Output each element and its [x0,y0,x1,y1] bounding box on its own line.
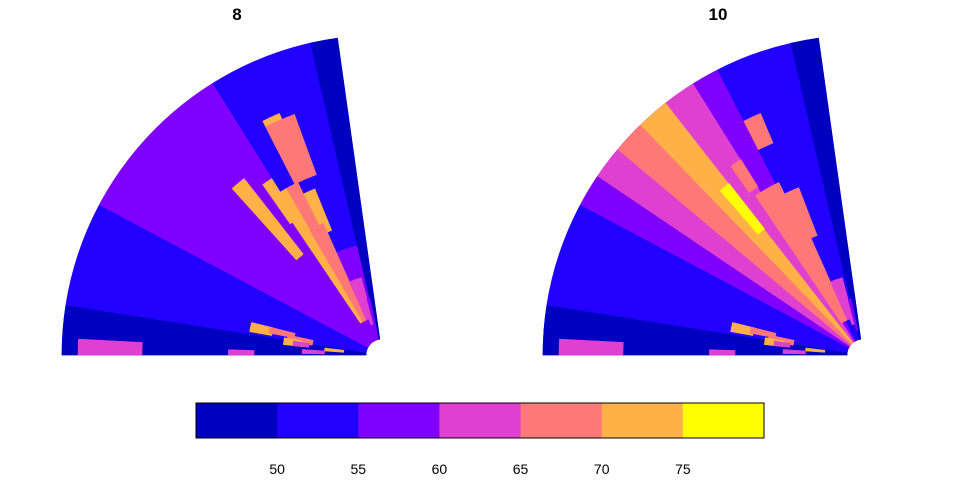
sector-cell [228,349,255,356]
sector-cell [847,298,859,331]
colorbar-bin [520,403,603,438]
panel-10: 10 [542,5,876,360]
colorbar-bin [196,403,278,438]
colorbar-tick-label: 75 [675,461,691,477]
sector-cell [773,340,791,348]
colorbar-bins [196,403,765,438]
pole-mask [369,342,395,360]
panel-8: 8 [61,5,395,360]
sector-cell [790,37,862,340]
colorbar-tick-label: 60 [432,461,448,477]
sector-cell [324,347,345,353]
sector-cell [805,347,826,353]
sector-cell [301,349,325,355]
colorbar-bin [439,403,522,438]
sector-cell [558,338,624,356]
sector-cell [99,83,374,348]
sector-cell [292,340,310,348]
colorbar-bin [601,403,684,438]
colorbar-tick-label: 55 [351,461,367,477]
panel-title: 10 [709,5,728,24]
colorbar-tick-label: 50 [269,461,285,477]
colorbar-ticks: 50 55 60 65 70 75 [269,461,691,477]
sector-cell [231,178,304,261]
colorbar-bin [682,403,765,438]
sector-cell [77,338,143,356]
sector-cell [719,183,765,235]
colorbar-frame [195,402,765,439]
sector-cells [61,37,395,360]
colorbar-bin [358,403,440,438]
pole-mask [850,342,876,360]
colorbar-tick-label: 70 [594,461,610,477]
panel-title: 8 [232,5,241,24]
sector-cells [542,37,876,360]
sector-cell [366,298,378,331]
sector-cell [782,349,806,355]
sector-cell [743,113,774,151]
sector-cell [730,159,759,193]
sector-cell [709,349,736,356]
colorbar-tick-label: 65 [513,461,529,477]
colorbar: 50 55 60 65 70 75 [195,402,765,477]
colorbar-bin [277,403,359,438]
